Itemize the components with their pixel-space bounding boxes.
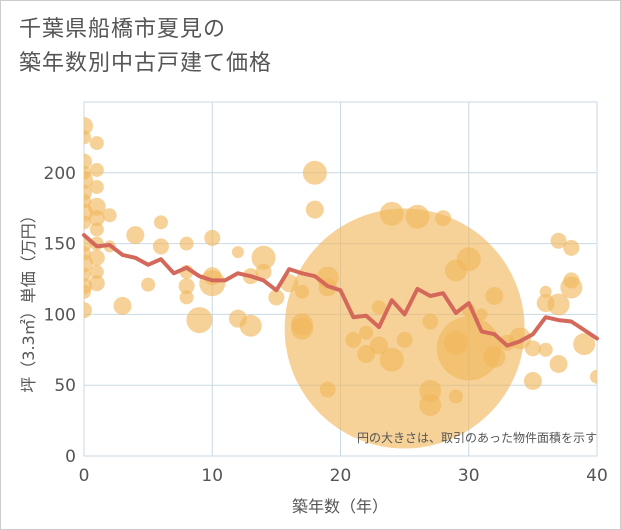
bubble-point xyxy=(231,246,244,259)
x-tick-label: 0 xyxy=(79,466,90,486)
average-price-line xyxy=(82,233,599,348)
bubble-point xyxy=(126,226,145,245)
x-axis-title: 築年数（年） xyxy=(292,497,388,516)
bubble-point xyxy=(204,229,221,246)
bubble-point xyxy=(302,160,327,185)
bubble-point xyxy=(179,290,194,305)
size-legend-note: 円の大きさは、取引のあった物件面積を示す xyxy=(357,430,597,445)
bubble-point xyxy=(549,354,568,373)
y-axis-title: 坪（3.3㎡）単価（万円） xyxy=(19,207,38,392)
bubble-point xyxy=(396,331,413,348)
bubble-point xyxy=(88,210,105,227)
x-tick-label: 10 xyxy=(201,466,223,486)
title-line-2: 築年数別中古戸建て価格 xyxy=(19,51,273,76)
bubble-point xyxy=(422,313,439,330)
bubble-point xyxy=(573,333,596,356)
plot-area xyxy=(82,117,599,449)
bubble-point xyxy=(538,342,553,357)
x-tick-label: 30 xyxy=(458,466,480,486)
bubble-point xyxy=(113,296,132,315)
bubble-point xyxy=(89,222,104,237)
bubble-point xyxy=(268,289,285,306)
bubble-point xyxy=(186,307,213,334)
bubble-point xyxy=(305,200,324,219)
bubble-point xyxy=(84,284,91,299)
bubble-point xyxy=(84,267,91,282)
bubble-point xyxy=(435,210,452,227)
y-tick-label: 100 xyxy=(44,305,76,325)
y-tick-label: 150 xyxy=(44,235,76,255)
y-tick-label: 0 xyxy=(65,447,76,467)
bubble-point xyxy=(89,179,104,194)
bubble-layer xyxy=(84,117,597,449)
bubble-point xyxy=(523,371,542,390)
bubble-point xyxy=(251,245,276,270)
x-tick-label: 40 xyxy=(586,466,608,486)
bubble-point xyxy=(419,394,442,417)
title-line-1: 千葉県船橋市夏見の xyxy=(19,17,227,42)
y-tick-label: 50 xyxy=(54,376,76,396)
bubble-point xyxy=(153,215,168,230)
bubble-point xyxy=(102,208,117,223)
bubble-point xyxy=(485,286,504,305)
bubble-point xyxy=(405,204,430,229)
bubble-point xyxy=(560,276,583,299)
bubble-point xyxy=(199,270,226,297)
bubble-point xyxy=(239,314,262,337)
bubble-point xyxy=(563,239,580,256)
x-tick-label: 20 xyxy=(330,466,352,486)
bubble-point xyxy=(84,117,93,136)
bubble-point xyxy=(475,308,488,321)
bubble-point xyxy=(89,136,104,151)
y-tick-labels: 0 50 100 150 200 xyxy=(44,164,76,467)
bubble-point xyxy=(448,389,463,404)
bubble-point xyxy=(84,130,91,145)
bubble-point xyxy=(524,340,541,357)
bubble-point xyxy=(178,278,195,295)
bubble-point xyxy=(89,264,104,279)
bubble-point xyxy=(483,345,506,368)
bubble-point xyxy=(179,236,194,251)
bubble-point xyxy=(88,249,105,266)
bubble-point xyxy=(547,293,570,316)
bubble-point xyxy=(152,238,169,255)
y-tick-label: 200 xyxy=(44,164,76,184)
bubble-point xyxy=(87,197,106,216)
chart-title: 千葉県船橋市夏見の 築年数別中古戸建て価格 xyxy=(19,13,272,81)
bubble-point xyxy=(89,162,104,177)
bubble-point xyxy=(590,369,597,384)
x-tick-labels: 0 10 20 30 40 xyxy=(79,466,608,486)
bubble-point xyxy=(255,263,272,280)
bubble-point xyxy=(88,275,105,292)
bubble-point xyxy=(84,153,92,170)
bubble-point xyxy=(550,232,567,249)
bubble-point xyxy=(84,302,92,319)
bubble-point xyxy=(141,277,156,292)
bubble-point xyxy=(456,247,481,272)
